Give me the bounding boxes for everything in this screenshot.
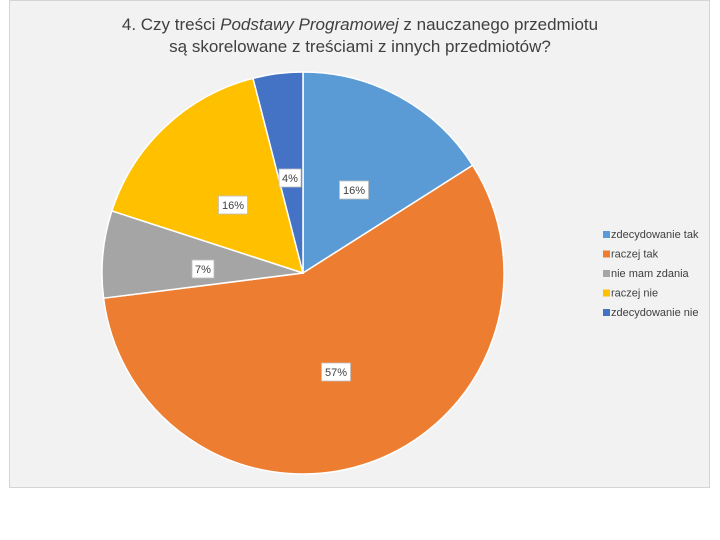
svg-text:raczej tak: raczej tak (611, 249, 659, 261)
svg-text:57%: 57% (325, 367, 347, 379)
chart-title: 4. Czy treści Podstawy Programowej z nau… (0, 14, 720, 58)
svg-text:4%: 4% (282, 173, 298, 185)
svg-text:zdecydowanie nie: zdecydowanie nie (611, 307, 698, 319)
svg-text:16%: 16% (222, 200, 244, 212)
data-label-zdecydowanie-tak: 16% (339, 180, 369, 200)
legend-entry-raczej-tak: raczej tak (603, 249, 659, 261)
data-label-raczej-tak: 57% (321, 362, 351, 382)
data-label-raczej-nie: 16% (218, 195, 248, 215)
chart-title-italic: Podstawy Programowej (220, 15, 399, 34)
legend-entry-nie-mam-zdania: nie mam zdania (603, 268, 690, 280)
pie-slice-raczej-tak (102, 164, 505, 475)
chart-title-part2: z nauczanego przedmiotu (398, 15, 599, 34)
legend-entry-zdecydowanie-nie: zdecydowanie nie (603, 307, 698, 319)
data-label-zdecydowanie-nie: 4% (278, 168, 302, 188)
svg-text:zdecydowanie tak: zdecydowanie tak (611, 229, 699, 241)
pie-slice-zdecydowanie-nie (252, 71, 304, 274)
legend-entry-raczej-nie: raczej nie (603, 288, 658, 300)
legend-entry-zdecydowanie-tak: zdecydowanie tak (603, 229, 699, 241)
pie-slice-zdecydowanie-tak (302, 71, 474, 275)
chart-title-line1: 4. Czy treści Podstawy Programowej z nau… (0, 14, 720, 36)
svg-text:raczej nie: raczej nie (611, 288, 658, 300)
data-label-nie-mam-zdania: 7% (191, 259, 215, 279)
svg-text:nie mam zdania: nie mam zdania (611, 268, 690, 280)
chart-title-line2: są skorelowane z treściami z innych prze… (169, 37, 551, 56)
pie-slice-raczej-nie (110, 77, 305, 275)
chart-title-part1: 4. Czy treści (121, 15, 221, 34)
svg-text:16%: 16% (343, 185, 365, 197)
svg-text:7%: 7% (195, 264, 211, 276)
